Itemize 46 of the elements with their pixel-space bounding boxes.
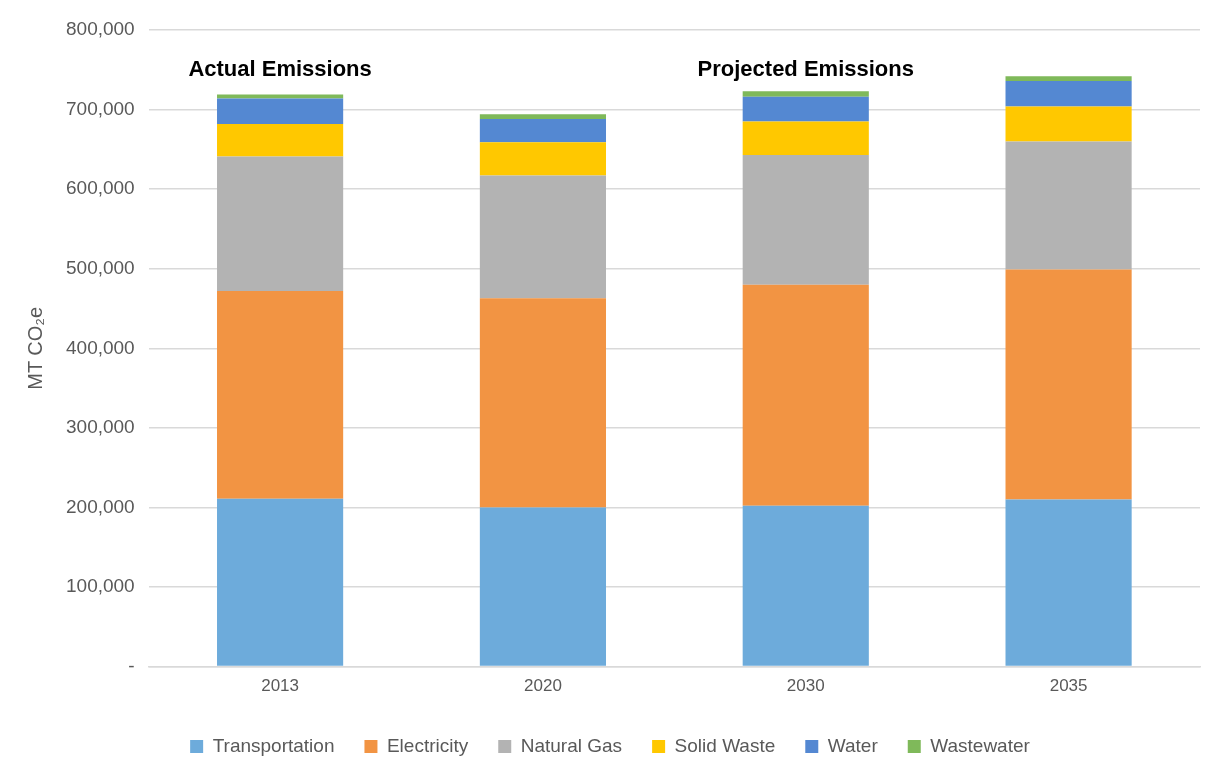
bar (479, 119, 606, 143)
legend-label: Water (827, 734, 879, 756)
legend-label: Solid Waste (674, 734, 776, 756)
bar (742, 154, 869, 285)
bar (1005, 269, 1132, 500)
y-tick-label: 500,000 (65, 256, 135, 278)
bar (1005, 80, 1132, 107)
y-tick-label: 200,000 (65, 495, 135, 517)
x-tick-label: 2013 (261, 676, 300, 696)
bar (1005, 499, 1132, 666)
legend-label: Electricity (386, 734, 469, 756)
bar (479, 175, 606, 299)
bar (742, 91, 869, 97)
bar (217, 123, 344, 157)
bar (742, 96, 869, 122)
y-tick-label: - (128, 654, 135, 676)
annotation: Projected Emissions (697, 56, 914, 82)
bar (1005, 76, 1132, 81)
legend-label: Wastewater (930, 734, 1031, 756)
annotation: Actual Emissions (188, 56, 372, 82)
y-tick-label: 600,000 (65, 177, 135, 199)
bar (742, 284, 869, 506)
bar (1005, 106, 1132, 142)
y-tick-label: 800,000 (65, 18, 135, 40)
bar (479, 298, 606, 508)
x-tick-label: 2030 (786, 676, 825, 696)
bar (1005, 141, 1132, 270)
x-tick-label: 2035 (1049, 676, 1088, 696)
x-tick-label: 2020 (524, 676, 562, 696)
bar (742, 121, 869, 155)
legend-label: Transportation (212, 734, 335, 756)
bar (742, 505, 869, 666)
bar (217, 156, 344, 292)
y-axis-title: MT CO₂e (23, 306, 46, 390)
bar (217, 498, 344, 666)
bar (217, 94, 344, 99)
bar (479, 507, 606, 666)
y-tick-label: 700,000 (65, 97, 135, 119)
bar (217, 291, 344, 499)
bar (479, 114, 606, 120)
y-tick-label: 400,000 (65, 336, 135, 358)
y-tick-label: 100,000 (65, 575, 135, 597)
bar (479, 142, 606, 176)
bar (217, 98, 344, 124)
legend-label: Natural Gas (520, 734, 623, 756)
y-tick-label: 300,000 (65, 416, 135, 438)
